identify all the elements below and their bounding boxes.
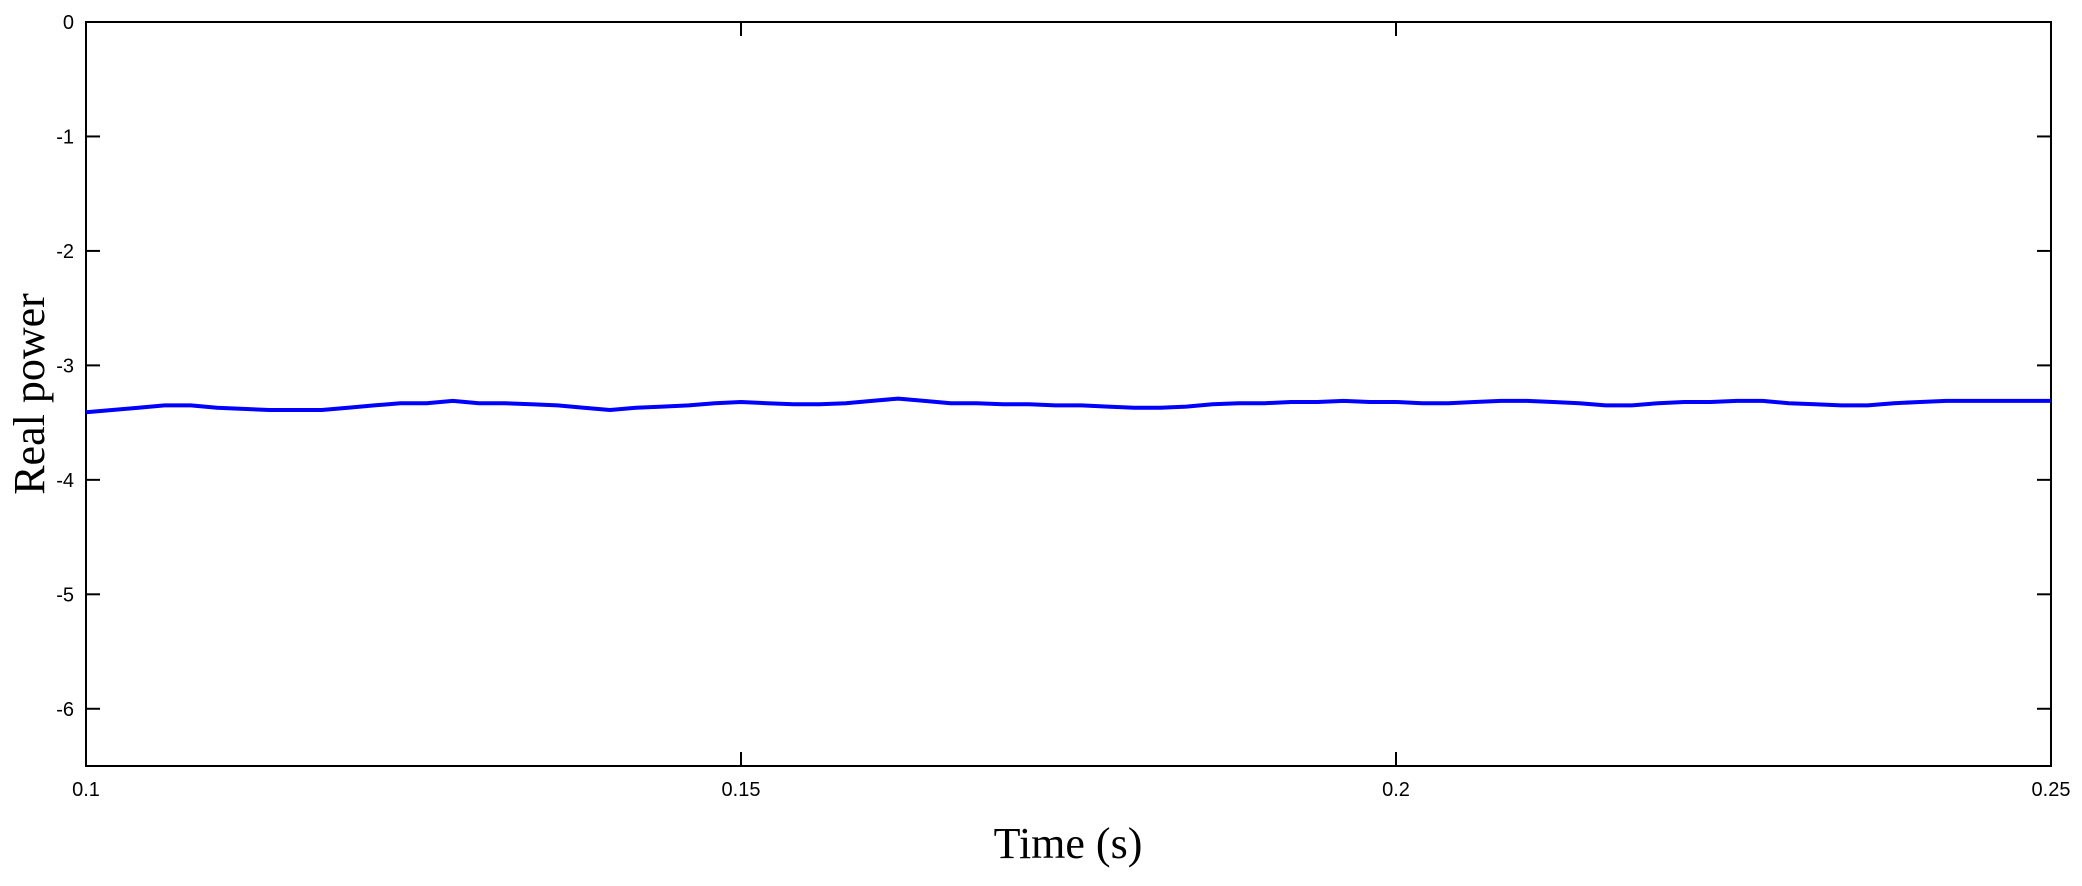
x-tick-label: 0.2 bbox=[1382, 779, 1410, 801]
axis-ticks: 0 -1 -2 -3 -4 -5 -6 0.1 0.15 0.2 0.25 bbox=[56, 12, 2070, 801]
y-tick-label: -6 bbox=[56, 699, 74, 721]
x-tick-label: 0.1 bbox=[72, 779, 100, 801]
y-tick-label: -4 bbox=[56, 470, 74, 492]
x-tick-label: 0.25 bbox=[2032, 779, 2071, 801]
series-line bbox=[85, 396, 2051, 415]
plot-area bbox=[85, 21, 2052, 767]
y-axis-label: Real power bbox=[5, 293, 54, 495]
y-tick-label: -5 bbox=[56, 584, 74, 606]
x-axis-label: Time (s) bbox=[994, 819, 1143, 868]
y-tick-label: 0 bbox=[63, 12, 74, 34]
y-tick-label: -2 bbox=[56, 241, 74, 263]
y-tick-label: -1 bbox=[56, 126, 74, 148]
y-tick-label: -3 bbox=[56, 355, 74, 377]
x-tick-label: 0.15 bbox=[722, 779, 761, 801]
series-layer bbox=[85, 396, 2051, 415]
